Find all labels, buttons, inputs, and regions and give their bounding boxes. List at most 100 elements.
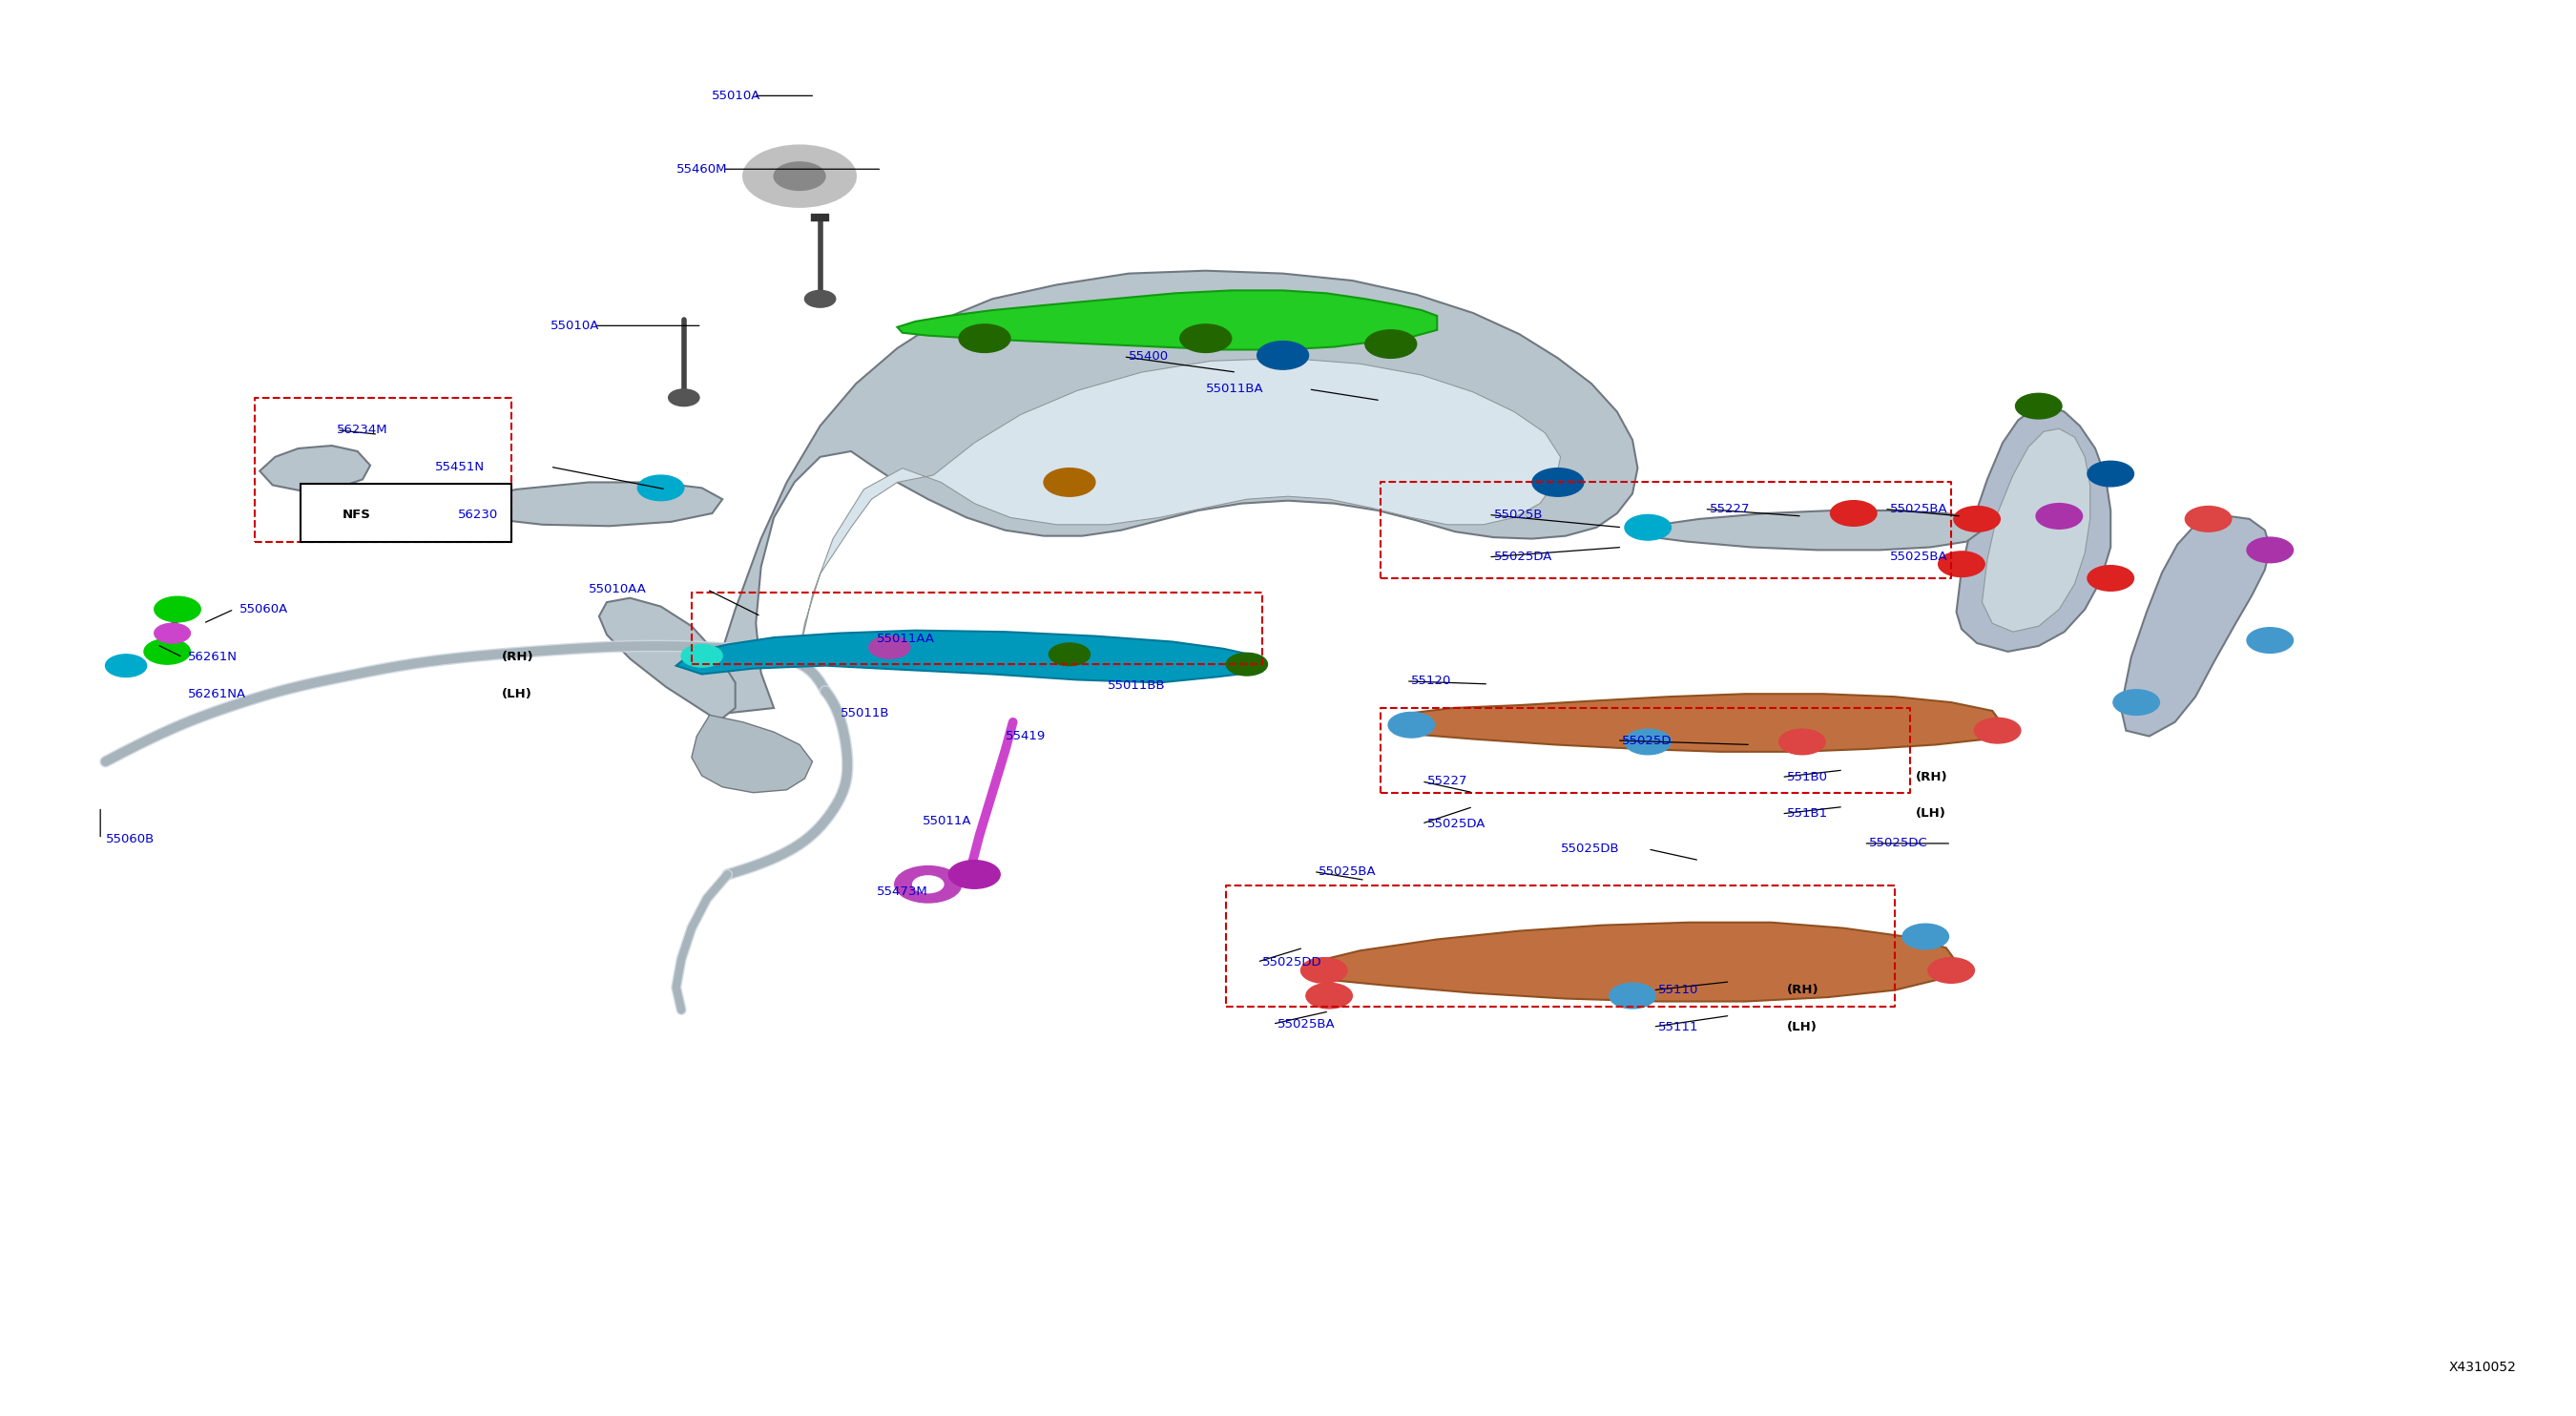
Circle shape	[1937, 551, 1984, 576]
Polygon shape	[600, 598, 734, 722]
Circle shape	[958, 324, 1010, 353]
Text: 55400: 55400	[1128, 351, 1170, 362]
Circle shape	[2014, 394, 2061, 419]
Text: (LH): (LH)	[1788, 1021, 1816, 1034]
Text: 55011BB: 55011BB	[1108, 680, 1167, 691]
Circle shape	[912, 877, 943, 893]
Polygon shape	[2120, 517, 2269, 736]
Circle shape	[1904, 923, 1947, 949]
Circle shape	[1927, 957, 1973, 983]
Polygon shape	[690, 715, 811, 793]
Text: 55473M: 55473M	[876, 885, 927, 898]
Text: 55011A: 55011A	[922, 814, 971, 827]
Text: (LH): (LH)	[1914, 807, 1945, 820]
Text: 55460M: 55460M	[677, 163, 726, 176]
Circle shape	[1180, 324, 1231, 353]
Text: 55025DC: 55025DC	[1870, 837, 1927, 850]
Text: 55010A: 55010A	[551, 320, 600, 331]
Text: 55060B: 55060B	[106, 833, 155, 845]
Polygon shape	[451, 483, 721, 525]
Circle shape	[2112, 690, 2159, 715]
Circle shape	[1973, 718, 2020, 743]
Text: 55025D: 55025D	[1623, 735, 1672, 746]
Circle shape	[639, 476, 683, 501]
Circle shape	[804, 290, 835, 307]
Circle shape	[1533, 469, 1584, 497]
Text: 55025BA: 55025BA	[1891, 503, 1947, 515]
Circle shape	[2035, 504, 2081, 528]
Polygon shape	[260, 446, 371, 491]
Text: 55011BA: 55011BA	[1206, 382, 1265, 395]
Text: 55060A: 55060A	[240, 603, 289, 616]
Text: 55111: 55111	[1659, 1021, 1698, 1034]
Circle shape	[1610, 983, 1656, 1008]
Circle shape	[1780, 729, 1826, 755]
Text: 56261N: 56261N	[188, 651, 237, 664]
Text: 55025DD: 55025DD	[1262, 956, 1321, 969]
Circle shape	[1625, 729, 1672, 755]
Circle shape	[773, 161, 824, 190]
Text: 55010AA: 55010AA	[590, 583, 647, 596]
Text: X4310052: X4310052	[2450, 1361, 2517, 1374]
Text: (LH): (LH)	[502, 688, 531, 700]
Polygon shape	[1391, 694, 2002, 752]
Text: 55227: 55227	[1427, 775, 1468, 787]
Circle shape	[1365, 330, 1417, 358]
Circle shape	[106, 654, 147, 677]
Text: 551B0: 551B0	[1788, 770, 1829, 783]
Circle shape	[1832, 501, 1878, 525]
Text: 55120: 55120	[1412, 675, 1453, 687]
Text: 55025DA: 55025DA	[1494, 551, 1553, 564]
Text: 55011B: 55011B	[840, 708, 889, 719]
Polygon shape	[896, 290, 1437, 350]
Text: 55025DA: 55025DA	[1427, 817, 1486, 830]
Text: 55010A: 55010A	[711, 89, 760, 102]
Circle shape	[155, 596, 201, 622]
Polygon shape	[675, 630, 1262, 683]
Circle shape	[2184, 507, 2231, 531]
Circle shape	[2246, 627, 2293, 653]
Text: (RH): (RH)	[1788, 984, 1819, 997]
Circle shape	[2087, 462, 2133, 487]
Circle shape	[2087, 565, 2133, 590]
Circle shape	[1301, 957, 1347, 983]
Text: (RH): (RH)	[1914, 770, 1947, 783]
Text: 55025BA: 55025BA	[1891, 551, 1947, 564]
Circle shape	[1388, 712, 1435, 738]
Text: 56234M: 56234M	[337, 423, 389, 436]
Circle shape	[144, 639, 191, 664]
Text: 55419: 55419	[1005, 731, 1046, 742]
Circle shape	[2246, 537, 2293, 562]
Polygon shape	[1981, 429, 2089, 632]
FancyBboxPatch shape	[301, 484, 513, 541]
Text: 56261NA: 56261NA	[188, 688, 247, 700]
Text: 55025DB: 55025DB	[1561, 843, 1620, 855]
Text: NFS: NFS	[343, 508, 371, 521]
Text: 551B1: 551B1	[1788, 807, 1829, 820]
Circle shape	[948, 861, 999, 889]
Circle shape	[1043, 469, 1095, 497]
Text: 55011AA: 55011AA	[876, 633, 935, 646]
Text: (RH): (RH)	[502, 651, 533, 664]
Circle shape	[1625, 515, 1672, 539]
Circle shape	[1306, 983, 1352, 1008]
Circle shape	[742, 144, 855, 207]
Polygon shape	[1955, 406, 2110, 651]
Polygon shape	[1641, 511, 1981, 549]
Circle shape	[1953, 507, 1999, 531]
Text: 55025BA: 55025BA	[1319, 865, 1376, 878]
Circle shape	[1048, 643, 1090, 666]
Text: 55025B: 55025B	[1494, 508, 1543, 521]
Text: 55110: 55110	[1659, 984, 1698, 997]
Text: 56230: 56230	[459, 508, 497, 521]
Circle shape	[1257, 341, 1309, 370]
Circle shape	[868, 636, 909, 658]
Circle shape	[667, 389, 698, 406]
Circle shape	[680, 644, 721, 667]
Text: 55451N: 55451N	[435, 460, 484, 473]
Circle shape	[894, 867, 961, 902]
Polygon shape	[708, 270, 1638, 715]
Text: 55227: 55227	[1710, 503, 1749, 515]
Circle shape	[1226, 653, 1267, 675]
Text: 55025BA: 55025BA	[1278, 1018, 1334, 1031]
